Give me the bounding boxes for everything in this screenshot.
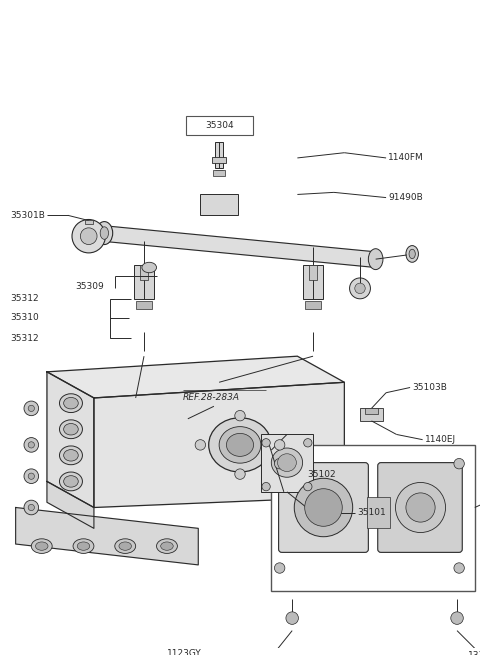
Ellipse shape [64, 424, 78, 435]
Bar [213, 170, 226, 176]
Circle shape [294, 478, 353, 536]
Ellipse shape [271, 448, 302, 477]
Circle shape [305, 489, 342, 526]
Ellipse shape [96, 221, 113, 244]
Text: 35309: 35309 [75, 282, 104, 291]
Circle shape [355, 283, 365, 293]
Circle shape [28, 504, 35, 511]
Ellipse shape [100, 227, 108, 239]
Circle shape [80, 228, 97, 244]
Bar [186, 116, 252, 135]
Ellipse shape [60, 472, 83, 491]
Polygon shape [94, 383, 344, 508]
Text: 91490B: 91490B [388, 193, 423, 202]
Circle shape [235, 411, 245, 421]
Bar [136, 301, 152, 309]
Ellipse shape [77, 542, 90, 550]
Bar [212, 157, 227, 163]
Circle shape [24, 438, 38, 452]
Polygon shape [47, 356, 344, 398]
Polygon shape [47, 481, 94, 529]
Polygon shape [104, 226, 376, 267]
Circle shape [286, 612, 299, 624]
Text: 35304: 35304 [205, 121, 233, 130]
Polygon shape [16, 508, 198, 565]
Ellipse shape [209, 418, 271, 472]
Text: 1140FM: 1140FM [388, 153, 424, 162]
Ellipse shape [60, 420, 83, 439]
Ellipse shape [64, 398, 78, 409]
Circle shape [28, 441, 35, 448]
Bar [305, 301, 322, 309]
Text: 35103B: 35103B [412, 383, 447, 392]
Bar [84, 219, 93, 223]
Circle shape [396, 483, 445, 533]
Circle shape [262, 483, 270, 491]
Circle shape [349, 278, 371, 299]
Circle shape [275, 563, 285, 573]
Ellipse shape [142, 262, 156, 272]
Ellipse shape [60, 394, 83, 413]
Text: 1339GA: 1339GA [468, 651, 480, 655]
Text: 35102: 35102 [307, 470, 336, 479]
Circle shape [28, 405, 35, 411]
Ellipse shape [406, 246, 419, 262]
Circle shape [235, 469, 245, 479]
Text: 35310: 35310 [11, 313, 39, 322]
Bar [302, 265, 324, 299]
Bar [360, 408, 383, 421]
FancyBboxPatch shape [378, 462, 462, 552]
Bar [140, 265, 148, 280]
Ellipse shape [60, 446, 83, 464]
Circle shape [24, 469, 38, 483]
Bar [215, 142, 223, 168]
Ellipse shape [368, 249, 383, 270]
Circle shape [195, 440, 205, 450]
FancyBboxPatch shape [278, 462, 368, 552]
Circle shape [24, 500, 38, 515]
Ellipse shape [227, 434, 253, 457]
Bar [367, 497, 390, 529]
Ellipse shape [277, 454, 296, 472]
Circle shape [304, 483, 312, 491]
Text: 35312: 35312 [11, 294, 39, 303]
Circle shape [406, 493, 435, 522]
Ellipse shape [156, 539, 178, 553]
Circle shape [28, 473, 35, 479]
Circle shape [275, 458, 285, 469]
Polygon shape [47, 372, 94, 508]
Text: 35101: 35101 [357, 508, 385, 517]
Circle shape [24, 401, 38, 416]
Text: 1123GY: 1123GY [167, 649, 202, 655]
Circle shape [275, 440, 285, 450]
Ellipse shape [36, 542, 48, 550]
Circle shape [454, 458, 464, 469]
Bar [309, 265, 317, 280]
Ellipse shape [219, 426, 261, 463]
Circle shape [454, 563, 464, 573]
Circle shape [304, 439, 312, 447]
Bar [261, 434, 313, 492]
Ellipse shape [73, 539, 94, 553]
Text: 1140EJ: 1140EJ [425, 435, 456, 444]
Ellipse shape [115, 539, 136, 553]
Bar [271, 445, 475, 591]
Ellipse shape [409, 250, 415, 259]
Bar [200, 195, 238, 215]
Bar [365, 408, 378, 413]
Circle shape [262, 439, 270, 447]
Ellipse shape [64, 476, 78, 487]
Text: 35312: 35312 [11, 334, 39, 343]
Circle shape [72, 219, 106, 253]
Bar [133, 265, 155, 299]
Circle shape [451, 612, 463, 624]
Ellipse shape [161, 542, 173, 550]
Text: REF.28-283A: REF.28-283A [182, 394, 240, 402]
Text: 35301B: 35301B [11, 211, 45, 220]
Ellipse shape [31, 539, 52, 553]
Ellipse shape [119, 542, 132, 550]
Ellipse shape [64, 449, 78, 461]
